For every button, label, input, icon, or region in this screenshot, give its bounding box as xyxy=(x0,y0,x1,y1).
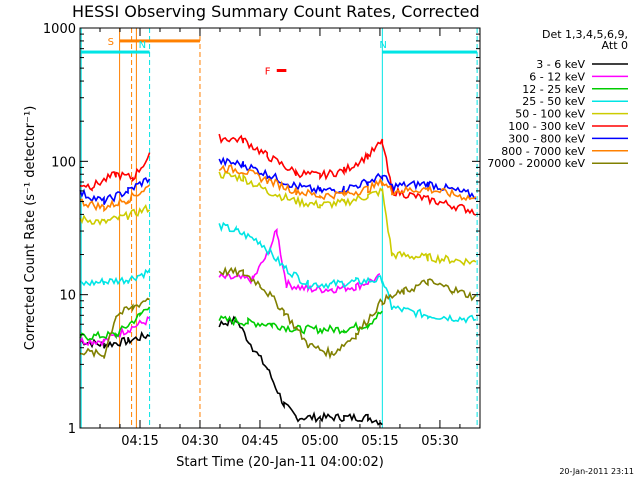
plot-frame xyxy=(79,27,481,429)
series-line-5 xyxy=(79,133,477,216)
series-line-7 xyxy=(79,164,477,213)
series-lines xyxy=(79,133,477,426)
flag-bar-0 xyxy=(119,39,200,43)
flag-bar-2 xyxy=(382,50,478,54)
chart-title: HESSI Observing Summary Count Rates, Cor… xyxy=(72,2,480,21)
flag-bar-1 xyxy=(81,50,150,54)
x-tick-label: 05:00 xyxy=(301,434,338,449)
flag-label-2: N xyxy=(379,40,386,51)
x-tick-label: 05:30 xyxy=(421,434,458,449)
x-tick-label: 04:45 xyxy=(241,434,278,449)
flag-bars: S N N F xyxy=(81,37,478,78)
series-line-8 xyxy=(79,266,477,360)
y-tick-label: 10 xyxy=(59,289,76,304)
legend-label: 12 - 25 keV xyxy=(522,83,585,96)
series-line-3 xyxy=(79,221,477,324)
flag-label-3: F xyxy=(265,67,271,78)
y-tick-label: 100 xyxy=(51,155,76,170)
y-axis-ticks: 1 10 100 1000 xyxy=(43,22,480,437)
legend-label: 300 - 800 keV xyxy=(508,132,585,145)
y-tick-label: 1 xyxy=(68,422,76,437)
legend-header: Att 0 xyxy=(602,39,628,52)
footer-timestamp: 20-Jan-2011 23:11 xyxy=(559,467,634,476)
series-line-2 xyxy=(79,306,383,342)
flag-bar-3 xyxy=(276,69,287,73)
legend-label: 7000 - 20000 keV xyxy=(487,157,585,170)
series-line-0 xyxy=(79,315,383,426)
flag-label-1: N xyxy=(139,40,146,51)
x-axis-ticks: 04:15 04:30 04:45 05:00 05:15 05:30 xyxy=(79,28,481,449)
series-line-6 xyxy=(79,156,477,205)
legend-label: 50 - 100 keV xyxy=(515,108,585,121)
legend-label: 25 - 50 keV xyxy=(522,95,585,108)
x-axis-label: Start Time (20-Jan-11 04:00:02) xyxy=(176,455,384,470)
x-tick-label: 04:30 xyxy=(181,434,218,449)
x-tick-label: 04:15 xyxy=(121,434,158,449)
flag-label-0: S xyxy=(108,37,114,48)
y-axis-label: Corrected Count Rate (s⁻¹ detector⁻¹) xyxy=(23,106,38,351)
legend-label: 3 - 6 keV xyxy=(536,58,585,71)
legend-header: Det 1,3,4,5,6,9, xyxy=(542,28,628,41)
legend-label: 6 - 12 keV xyxy=(529,70,585,83)
series-line-4 xyxy=(79,171,477,267)
legend-label: 100 - 300 keV xyxy=(508,120,585,133)
x-tick-label: 05:15 xyxy=(361,434,398,449)
legend-label: 800 - 7000 keV xyxy=(501,145,585,158)
vertical-markers xyxy=(80,28,478,428)
y-tick-label: 1000 xyxy=(43,22,76,37)
